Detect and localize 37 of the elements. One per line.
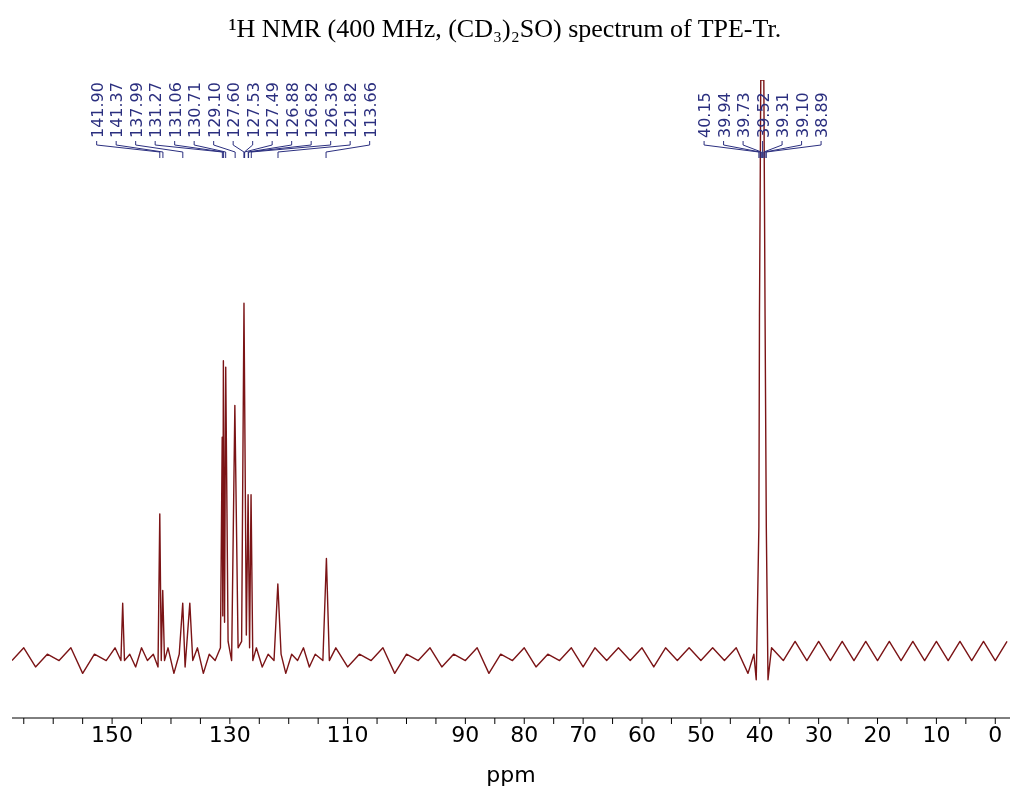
annotation: 39.31 [773,92,793,138]
x-tick-label: 80 [510,721,539,747]
annotation: 39.10 [792,92,812,138]
x-tick-label: 60 [628,721,657,747]
x-tick-label: 90 [451,721,480,747]
x-tick-label: 150 [91,721,134,747]
x-tick-label: 110 [326,721,369,747]
annotation: 126.88 [282,82,302,138]
annotation: 141.90 [87,82,107,138]
x-tick-label: 130 [208,721,251,747]
annotation: 127.53 [243,82,263,138]
annotation: 130.71 [185,82,205,138]
annotation: 126.82 [302,82,322,138]
x-tick-label: 70 [569,721,598,747]
x-tick-label: 40 [745,721,774,747]
x-tick-label: 10 [922,721,951,747]
annotation: 38.89 [812,92,832,138]
x-tick-label: 0 [988,721,1003,747]
annotation: 131.27 [146,82,166,138]
annotation: 39.52 [753,92,773,138]
x-tick-label: 50 [686,721,715,747]
x-tick-label: 30 [804,721,833,747]
annotation: 39.94 [714,92,734,138]
annotation: 39.73 [734,92,754,138]
annotation: 137.99 [126,82,146,138]
annotation: 141.37 [107,82,127,138]
chart-title: ¹H NMR (400 MHz, (CD₃)₂SO) spectrum of TPE-Tr. [227,14,783,44]
x-axis-title: ppm [486,762,536,787]
annotation: 127.60 [224,82,244,138]
annotation: 113.66 [360,82,380,138]
annotation: 126.36 [321,82,341,138]
annotation: 127.49 [263,82,283,138]
annotation: 129.10 [204,82,224,138]
x-tick-label: 20 [863,721,892,747]
annotation: 40.15 [695,92,715,138]
annotation: 121.82 [341,82,361,138]
annotation: 131.06 [165,82,185,138]
